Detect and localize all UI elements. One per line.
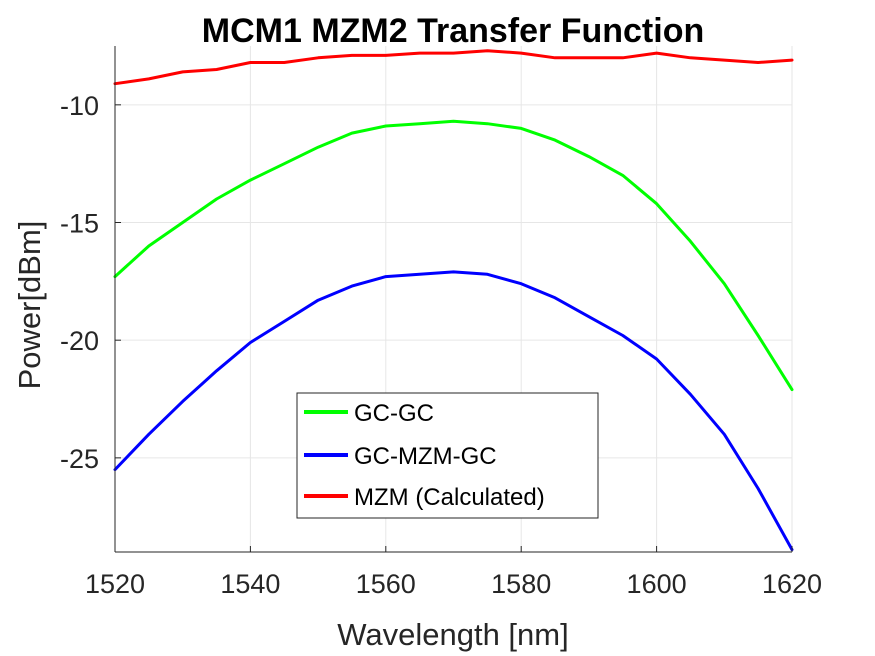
tick-marks: 1520 1540 1560 1580 1600 1620 -10 -15 -20 -25 [60,91,822,599]
chart-title: MCM1 MZM2 Transfer Function [202,12,704,50]
legend: GC-GC GC-MZM-GC MZM (Calculated) [296,392,599,519]
x-tick-label: 1540 [220,569,280,599]
x-tick-label: 1620 [762,569,822,599]
axes [114,46,792,553]
x-tick-label: 1600 [627,569,687,599]
y-tick-label: -10 [60,91,99,121]
y-axis-label: Power[dBm] [12,221,47,390]
series-line [113,270,794,552]
x-axis-label: Wavelength [nm] [337,617,568,652]
legend-label: MZM (Calculated) [354,484,545,511]
y-tick-label: -15 [60,209,99,239]
series-line [113,49,794,86]
grid-lines [115,46,793,552]
y-tick-label: -25 [60,444,99,474]
legend-label: GC-MZM-GC [354,443,497,470]
x-tick-label: 1580 [491,569,551,599]
x-tick-label: 1520 [85,569,145,599]
legend-label: GC-GC [354,400,434,427]
y-tick-label: -20 [60,326,99,356]
series-layer [113,49,794,552]
series-line [113,119,794,392]
x-tick-label: 1560 [356,569,416,599]
